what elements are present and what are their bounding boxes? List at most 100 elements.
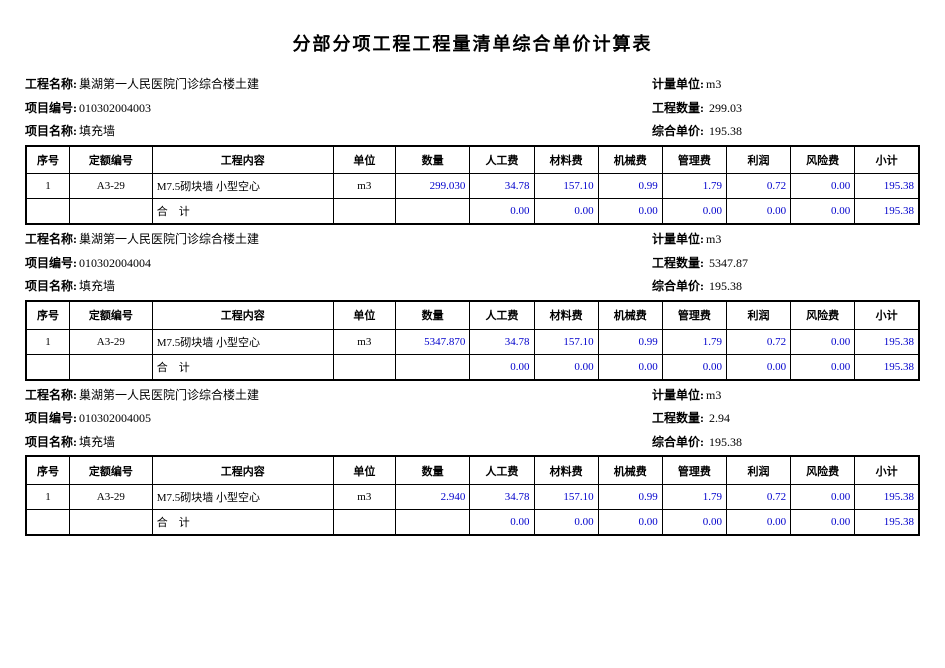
cell-manage: 1.79 — [662, 174, 726, 199]
cell-risk: 0.00 — [791, 329, 855, 354]
th-labor: 人工费 — [470, 146, 534, 174]
qty-value: 299.03 — [706, 101, 742, 115]
th-code: 定额编号 — [69, 146, 152, 174]
cell-labor: 34.78 — [470, 329, 534, 354]
table-header-row: 序号 定额编号 工程内容 单位 数量 人工费 材料费 机械费 管理费 利润 风险… — [26, 456, 919, 484]
proj-name-value: 巢湖第一人民医院门诊综合楼土建 — [79, 388, 259, 402]
th-manage: 管理费 — [662, 301, 726, 329]
cell-total-manage: 0.00 — [662, 354, 726, 380]
comp-price-label: 综合单价: 195.38 — [652, 124, 742, 138]
th-desc: 工程内容 — [152, 146, 333, 174]
cell-profit: 0.72 — [726, 174, 790, 199]
cell-total-material: 0.00 — [534, 199, 598, 225]
qty-label: 工程数量: 2.94 — [652, 411, 730, 425]
meta-row-3: 项目名称:填充墙 综合单价: 195.38 — [25, 276, 920, 298]
item-name-value: 填充墙 — [79, 279, 115, 293]
cell-total-profit: 0.00 — [726, 509, 790, 535]
table-row: 1 A3-29 M7.5砌块墙 小型空心 m3 299.030 34.78 15… — [26, 174, 919, 199]
cell-qty: 5347.870 — [395, 329, 470, 354]
meta-row-1: 工程名称:巢湖第一人民医院门诊综合楼土建 计量单位:m3 — [25, 229, 920, 251]
th-code: 定额编号 — [69, 301, 152, 329]
unit-label: 计量单位:m3 — [652, 388, 721, 402]
unit-value: m3 — [706, 77, 721, 91]
table-header-row: 序号 定额编号 工程内容 单位 数量 人工费 材料费 机械费 管理费 利润 风险… — [26, 146, 919, 174]
th-profit: 利润 — [726, 146, 790, 174]
th-machine: 机械费 — [598, 301, 662, 329]
cell-profit: 0.72 — [726, 484, 790, 509]
cell-total-labor: 0.00 — [470, 199, 534, 225]
comp-price-value: 195.38 — [706, 435, 742, 449]
cell-machine: 0.99 — [598, 329, 662, 354]
proj-code-value: 010302004005 — [79, 411, 151, 425]
cell-subtotal: 195.38 — [855, 484, 919, 509]
cell-material: 157.10 — [534, 174, 598, 199]
th-seq: 序号 — [26, 301, 69, 329]
cell-unit: m3 — [333, 174, 395, 199]
unit-value: m3 — [706, 232, 721, 246]
cell-machine: 0.99 — [598, 484, 662, 509]
th-material: 材料费 — [534, 456, 598, 484]
comp-price-value: 195.38 — [706, 279, 742, 293]
proj-name-label: 工程名称:巢湖第一人民医院门诊综合楼土建 — [25, 77, 259, 91]
meta-row-2: 项目编号:010302004003 工程数量: 299.03 — [25, 98, 920, 120]
proj-code-value: 010302004003 — [79, 101, 151, 115]
cell-empty — [26, 354, 69, 380]
th-profit: 利润 — [726, 301, 790, 329]
sections-container: 工程名称:巢湖第一人民医院门诊综合楼土建 计量单位:m3 项目编号:010302… — [25, 74, 920, 536]
qty-label: 工程数量: 299.03 — [652, 101, 742, 115]
th-risk: 风险费 — [791, 146, 855, 174]
cell-empty — [395, 509, 470, 535]
th-manage: 管理费 — [662, 146, 726, 174]
th-material: 材料费 — [534, 146, 598, 174]
table-header-row: 序号 定额编号 工程内容 单位 数量 人工费 材料费 机械费 管理费 利润 风险… — [26, 301, 919, 329]
cell-total-manage: 0.00 — [662, 509, 726, 535]
meta-row-2: 项目编号:010302004005 工程数量: 2.94 — [25, 408, 920, 430]
cell-qty: 299.030 — [395, 174, 470, 199]
table-row: 1 A3-29 M7.5砌块墙 小型空心 m3 5347.870 34.78 1… — [26, 329, 919, 354]
cell-risk: 0.00 — [791, 484, 855, 509]
cell-subtotal: 195.38 — [855, 174, 919, 199]
cell-total-manage: 0.00 — [662, 199, 726, 225]
table-row: 1 A3-29 M7.5砌块墙 小型空心 m3 2.940 34.78 157.… — [26, 484, 919, 509]
proj-name-label: 工程名称:巢湖第一人民医院门诊综合楼土建 — [25, 388, 259, 402]
th-risk: 风险费 — [791, 456, 855, 484]
cell-total-risk: 0.00 — [791, 354, 855, 380]
th-subtotal: 小计 — [855, 456, 919, 484]
th-subtotal: 小计 — [855, 301, 919, 329]
cell-desc: M7.5砌块墙 小型空心 — [152, 484, 333, 509]
cell-empty — [26, 509, 69, 535]
cell-empty — [26, 199, 69, 225]
th-manage: 管理费 — [662, 456, 726, 484]
th-qty: 数量 — [395, 301, 470, 329]
cell-total-material: 0.00 — [534, 509, 598, 535]
meta-row-3: 项目名称:填充墙 综合单价: 195.38 — [25, 121, 920, 143]
cell-total-machine: 0.00 — [598, 509, 662, 535]
cell-empty — [395, 354, 470, 380]
cell-code: A3-29 — [69, 484, 152, 509]
th-unit: 单位 — [333, 301, 395, 329]
cell-total-risk: 0.00 — [791, 199, 855, 225]
cell-qty: 2.940 — [395, 484, 470, 509]
th-seq: 序号 — [26, 456, 69, 484]
cell-empty — [333, 199, 395, 225]
cell-empty — [333, 509, 395, 535]
cell-total-machine: 0.00 — [598, 354, 662, 380]
proj-name-label: 工程名称:巢湖第一人民医院门诊综合楼土建 — [25, 232, 259, 246]
cell-total-material: 0.00 — [534, 354, 598, 380]
cell-empty — [69, 199, 152, 225]
unit-value: m3 — [706, 388, 721, 402]
meta-row-1: 工程名称:巢湖第一人民医院门诊综合楼土建 计量单位:m3 — [25, 385, 920, 407]
proj-code-label: 项目编号:010302004005 — [25, 411, 151, 425]
proj-name-value: 巢湖第一人民医院门诊综合楼土建 — [79, 77, 259, 91]
table-total-row: 合 计 0.00 0.00 0.00 0.00 0.00 0.00 195.38 — [26, 199, 919, 225]
cell-total-label: 合 计 — [152, 199, 333, 225]
comp-price-label: 综合单价: 195.38 — [652, 435, 742, 449]
meta-row-2: 项目编号:010302004004 工程数量: 5347.87 — [25, 253, 920, 275]
th-desc: 工程内容 — [152, 301, 333, 329]
proj-name-value: 巢湖第一人民医院门诊综合楼土建 — [79, 232, 259, 246]
item-name-label: 项目名称:填充墙 — [25, 279, 115, 293]
table-total-row: 合 计 0.00 0.00 0.00 0.00 0.00 0.00 195.38 — [26, 354, 919, 380]
cell-desc: M7.5砌块墙 小型空心 — [152, 329, 333, 354]
cell-material: 157.10 — [534, 484, 598, 509]
item-name-value: 填充墙 — [79, 435, 115, 449]
